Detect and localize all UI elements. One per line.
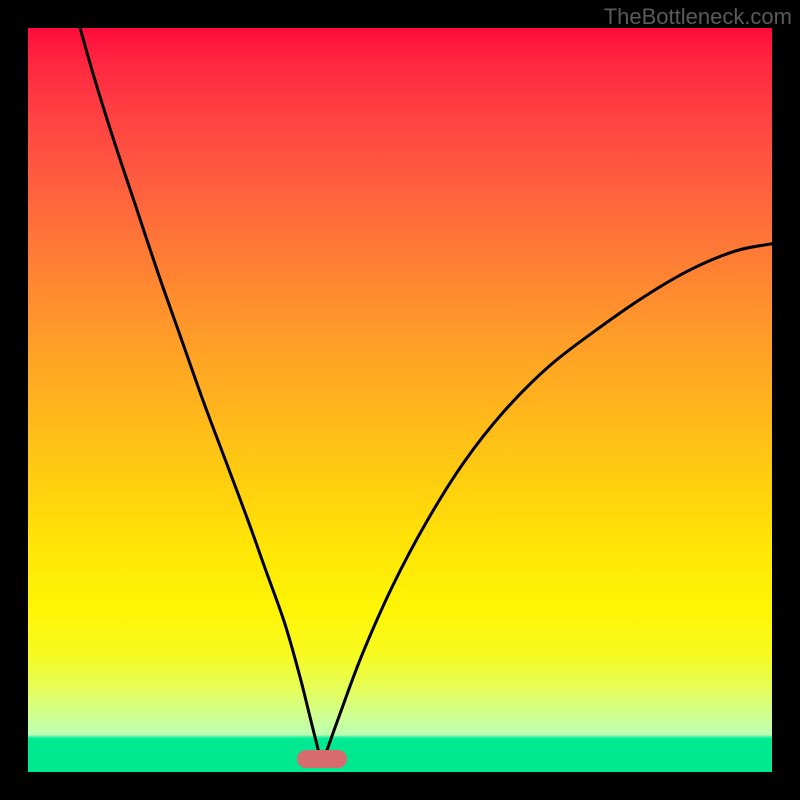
curve-right-branch <box>322 244 772 765</box>
plot-area <box>28 28 772 772</box>
chart-container: TheBottleneck.com <box>0 0 800 800</box>
watermark-text: TheBottleneck.com <box>604 4 792 30</box>
curve-left-branch <box>80 28 322 765</box>
optimal-marker <box>297 750 347 768</box>
bottleneck-curve <box>28 28 772 772</box>
